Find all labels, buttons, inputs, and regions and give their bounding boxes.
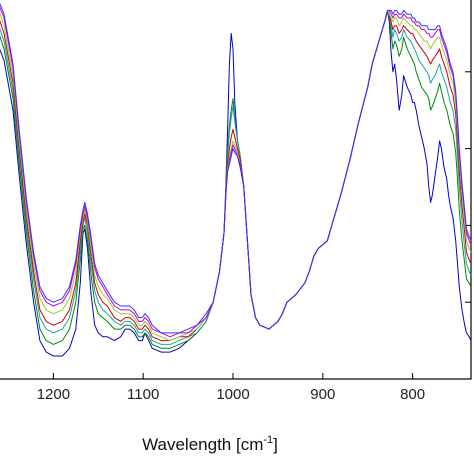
x-tick-label: 1200 bbox=[37, 386, 70, 403]
x-tick-label: 800 bbox=[400, 386, 425, 403]
spectrum-line-7 bbox=[0, 2, 472, 334]
x-axis-title: Wavelength [cm-1] bbox=[142, 434, 278, 454]
series-group bbox=[0, 2, 472, 357]
x-axis-title-close: ] bbox=[273, 435, 278, 454]
x-tick-label: 1000 bbox=[216, 386, 249, 403]
x-axis-title-main: Wavelength [cm bbox=[142, 435, 263, 454]
x-axis-title-superscript: -1 bbox=[263, 434, 273, 446]
x-tick-label: 1100 bbox=[127, 386, 159, 403]
x-tick-label: 900 bbox=[310, 386, 335, 403]
axis-ticks: 1200 1100 1000 900 800 bbox=[37, 71, 471, 403]
